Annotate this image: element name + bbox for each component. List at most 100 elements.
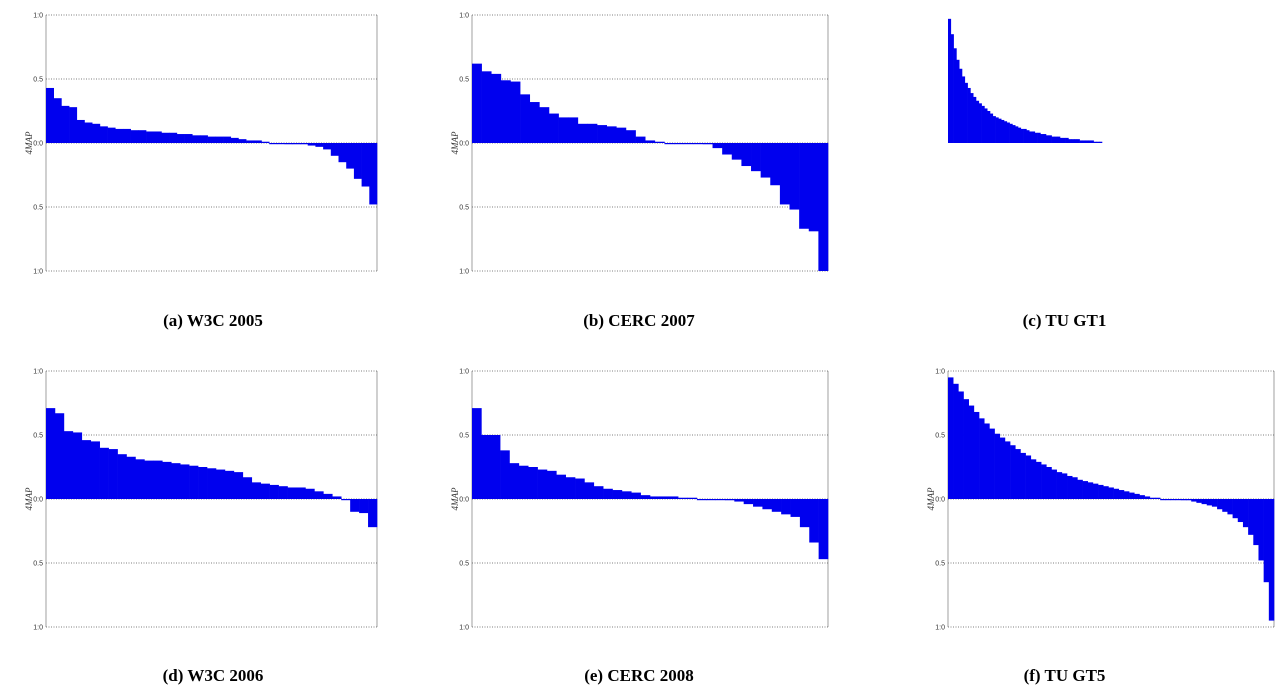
bar	[1206, 499, 1213, 506]
bar	[207, 468, 217, 499]
bar	[1175, 499, 1182, 501]
y-tick-label: 1:0	[935, 369, 945, 376]
bar	[1046, 467, 1052, 499]
bar	[956, 59, 960, 143]
bar	[46, 87, 54, 143]
bar	[597, 125, 607, 143]
bar	[92, 123, 101, 143]
bar	[117, 454, 127, 499]
bar	[760, 143, 771, 178]
y-axis-label: 4MAP	[450, 487, 460, 510]
bar	[528, 467, 538, 499]
bar	[330, 143, 339, 156]
bar	[1074, 139, 1078, 143]
bar	[999, 437, 1006, 499]
bar	[260, 483, 270, 499]
bar	[122, 128, 131, 143]
bar	[269, 143, 278, 145]
bar	[1123, 491, 1130, 499]
bar	[1043, 134, 1047, 143]
bar	[1068, 139, 1072, 143]
bar	[1072, 477, 1078, 499]
bar	[323, 493, 333, 499]
bar	[1051, 469, 1057, 499]
bar	[1076, 139, 1080, 143]
bar	[84, 122, 93, 143]
bar	[635, 136, 646, 143]
bar	[1012, 125, 1016, 143]
y-tick-label: 1:0	[33, 269, 43, 276]
bar	[361, 143, 370, 187]
bar	[741, 143, 752, 167]
bar	[341, 499, 351, 501]
bar	[1015, 449, 1021, 499]
bar	[368, 499, 378, 528]
bar	[587, 123, 598, 143]
bar	[693, 143, 704, 145]
bar	[81, 440, 92, 499]
bar	[338, 143, 347, 163]
bar	[510, 81, 521, 143]
bar	[1004, 121, 1008, 143]
bar	[1186, 499, 1192, 501]
bar	[215, 469, 226, 499]
bar	[1077, 479, 1083, 499]
bar	[1025, 455, 1032, 499]
bar	[1232, 499, 1239, 519]
chart-e: 1:0 0.5 0:0 0.5 1:0 4MAP	[450, 369, 829, 632]
y-tick-label: 0.5	[935, 433, 945, 440]
bar	[353, 143, 362, 179]
bar	[54, 413, 65, 499]
bar	[115, 128, 124, 143]
bar	[261, 141, 270, 143]
bar	[753, 499, 763, 507]
bar	[950, 34, 954, 144]
bar	[809, 499, 819, 543]
bar	[722, 143, 733, 155]
bar	[546, 470, 557, 499]
bar	[1160, 499, 1166, 501]
bar	[500, 80, 511, 143]
bar	[771, 499, 782, 512]
bar	[1023, 128, 1027, 143]
bar	[640, 495, 651, 499]
bar	[1113, 488, 1120, 499]
bar	[1191, 499, 1197, 502]
bar	[314, 491, 324, 499]
bar	[1082, 140, 1086, 143]
bar	[1067, 475, 1073, 499]
bar	[1248, 499, 1254, 535]
bar	[674, 143, 684, 145]
bar	[307, 143, 316, 146]
y-tick-label: 1:0	[33, 369, 43, 376]
bar	[1082, 481, 1089, 499]
bar	[192, 135, 201, 143]
bar	[990, 113, 994, 143]
bar	[967, 87, 971, 143]
caption-a: (a) W3C 2005	[163, 311, 263, 330]
bar	[612, 490, 623, 499]
bar	[1211, 499, 1218, 507]
bar	[269, 484, 279, 499]
bar	[130, 130, 139, 143]
y-tick-label: 0:0	[459, 497, 469, 504]
bar	[1108, 487, 1114, 499]
y-tick-label: 0.5	[33, 433, 43, 440]
bar	[568, 117, 579, 143]
bar	[278, 486, 288, 499]
bar	[1129, 492, 1135, 499]
bar	[556, 474, 566, 499]
bar	[1079, 140, 1083, 143]
bar	[962, 76, 966, 143]
bar	[251, 482, 262, 499]
bar	[1048, 135, 1052, 143]
caption-b: (b) CERC 2007	[583, 311, 695, 330]
y-tick-label: 0:0	[459, 141, 469, 148]
bar	[968, 405, 975, 499]
bar	[548, 113, 559, 143]
y-tick-label: 1:0	[459, 13, 469, 20]
y-tick-label: 0.5	[935, 561, 945, 568]
bar	[948, 18, 952, 144]
bar	[63, 431, 74, 499]
chart-b: 1:0 0.5 0:0 0.5 1:0 4MAP	[450, 13, 829, 276]
